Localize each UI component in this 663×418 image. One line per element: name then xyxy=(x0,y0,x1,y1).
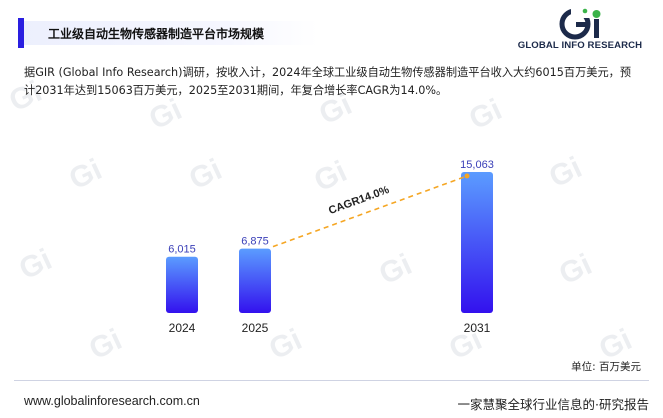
value-label-2031: 15,063 xyxy=(460,159,494,171)
category-label-2025: 2025 xyxy=(242,321,269,335)
website-link[interactable]: www.globalinforesearch.com.cn xyxy=(24,394,200,408)
cagr-trend-endpoint xyxy=(464,173,470,179)
category-label-2024: 2024 xyxy=(169,321,196,335)
market-size-bar-chart: 6,015 2024 6,875 2025 15,063 2031 CAGR14.0% xyxy=(166,159,494,335)
title-background xyxy=(18,21,318,45)
footer-divider xyxy=(14,380,649,381)
watermark-logo: Gi xyxy=(144,92,187,137)
bar-2031 xyxy=(461,172,493,313)
gi-logo-icon xyxy=(559,8,601,40)
watermark-logo: Gi xyxy=(464,92,507,137)
title-accent-bar xyxy=(18,18,24,48)
value-label-2025: 6,875 xyxy=(241,236,269,248)
page-title: 工业级自动生物传感器制造平台市场规模 xyxy=(48,27,265,41)
description-text: 据GIR (Global Info Research)调研，按收入计，2024年… xyxy=(24,66,632,97)
bar-2025 xyxy=(239,248,271,313)
cagr-annotation: CAGR14.0% xyxy=(327,184,391,217)
footer-slogan: 一家慧聚全球行业信息的·研究报告 xyxy=(457,397,649,412)
logo-wordmark: GLOBAL INFO RESEARCH xyxy=(517,40,643,51)
unit-label: 单位: 百万美元 xyxy=(571,361,641,373)
brand-logo: GLOBAL INFO RESEARCH xyxy=(515,8,645,54)
value-label-2024: 6,015 xyxy=(168,244,196,256)
category-label-2031: 2031 xyxy=(464,321,491,335)
bar-2024 xyxy=(166,256,198,313)
cagr-trend-line xyxy=(272,175,468,248)
